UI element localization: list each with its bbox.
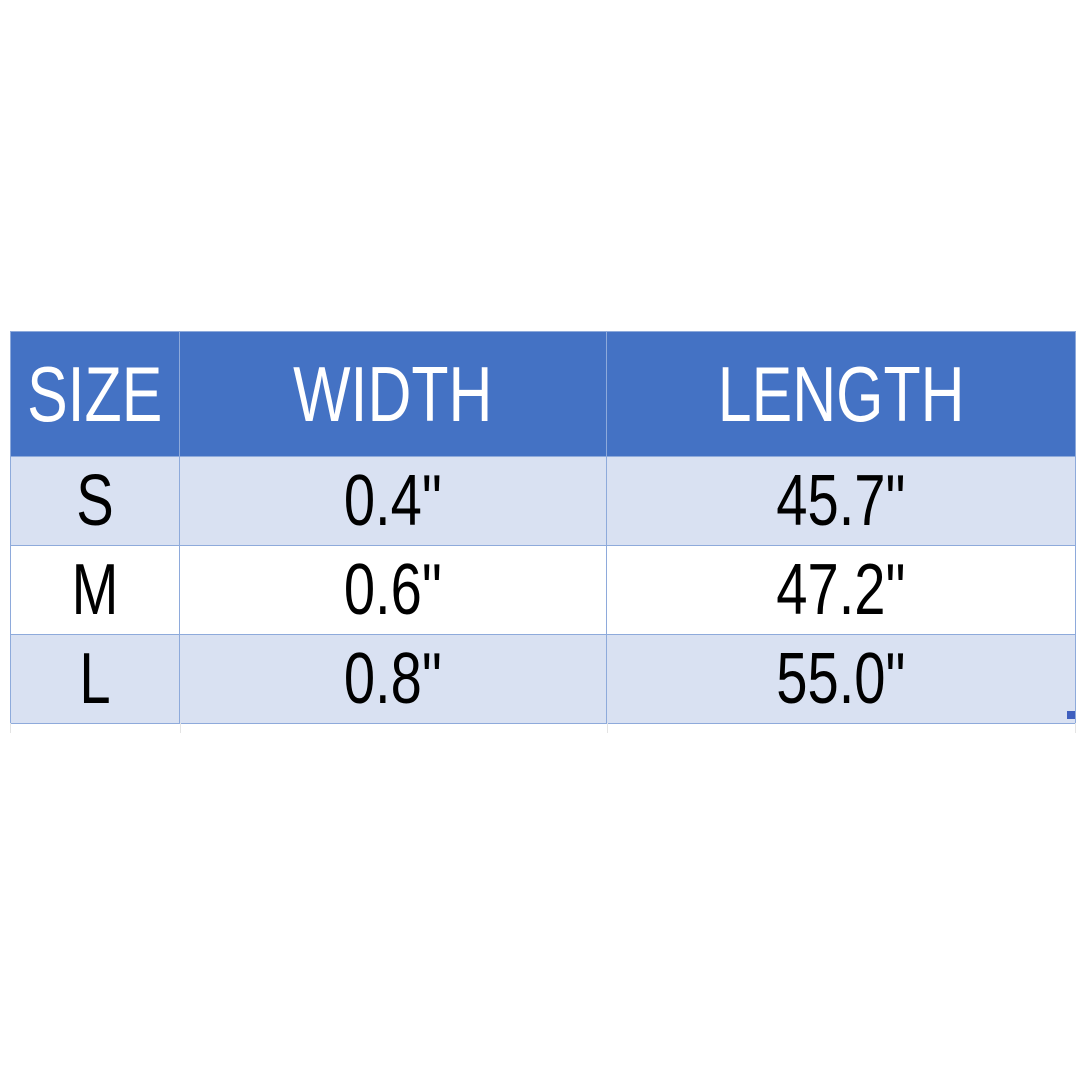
cell-text: 0.6" <box>343 550 443 630</box>
gridline <box>180 723 181 733</box>
cell-text: S <box>76 461 114 541</box>
size-chart-table: SIZE WIDTH LENGTH S 0.4" 45.7" M 0.6" 47… <box>10 331 1076 724</box>
table-row: M 0.6" 47.2" <box>10 546 1076 635</box>
header-label: LENGTH <box>717 349 965 438</box>
header-cell-length: LENGTH <box>607 332 1076 456</box>
gridline <box>607 723 608 733</box>
cell-width: 0.6" <box>180 546 607 634</box>
table-row: L 0.8" 55.0" <box>10 635 1076 724</box>
cell-text: 45.7" <box>776 461 906 541</box>
cell-size: S <box>10 457 180 545</box>
cell-text: M <box>71 550 119 630</box>
cell-text: 47.2" <box>776 550 906 630</box>
table-row: S 0.4" 45.7" <box>10 457 1076 546</box>
header-row: SIZE WIDTH LENGTH <box>10 331 1076 457</box>
cell-text: 55.0" <box>776 639 906 719</box>
header-cell-size: SIZE <box>10 332 180 456</box>
gridline <box>1075 723 1076 733</box>
header-label: SIZE <box>27 349 163 438</box>
cell-length: 55.0" <box>607 635 1076 723</box>
cell-length: 45.7" <box>607 457 1076 545</box>
cell-text: 0.8" <box>343 639 443 719</box>
header-label: WIDTH <box>293 349 493 438</box>
cell-size: M <box>10 546 180 634</box>
cell-text: L <box>79 639 111 719</box>
cell-size: L <box>10 635 180 723</box>
cell-width: 0.4" <box>180 457 607 545</box>
cell-width: 0.8" <box>180 635 607 723</box>
header-cell-width: WIDTH <box>180 332 607 456</box>
table-resize-handle[interactable] <box>1067 711 1075 719</box>
cell-length: 47.2" <box>607 546 1076 634</box>
gridline <box>10 723 11 733</box>
cell-text: 0.4" <box>343 461 443 541</box>
